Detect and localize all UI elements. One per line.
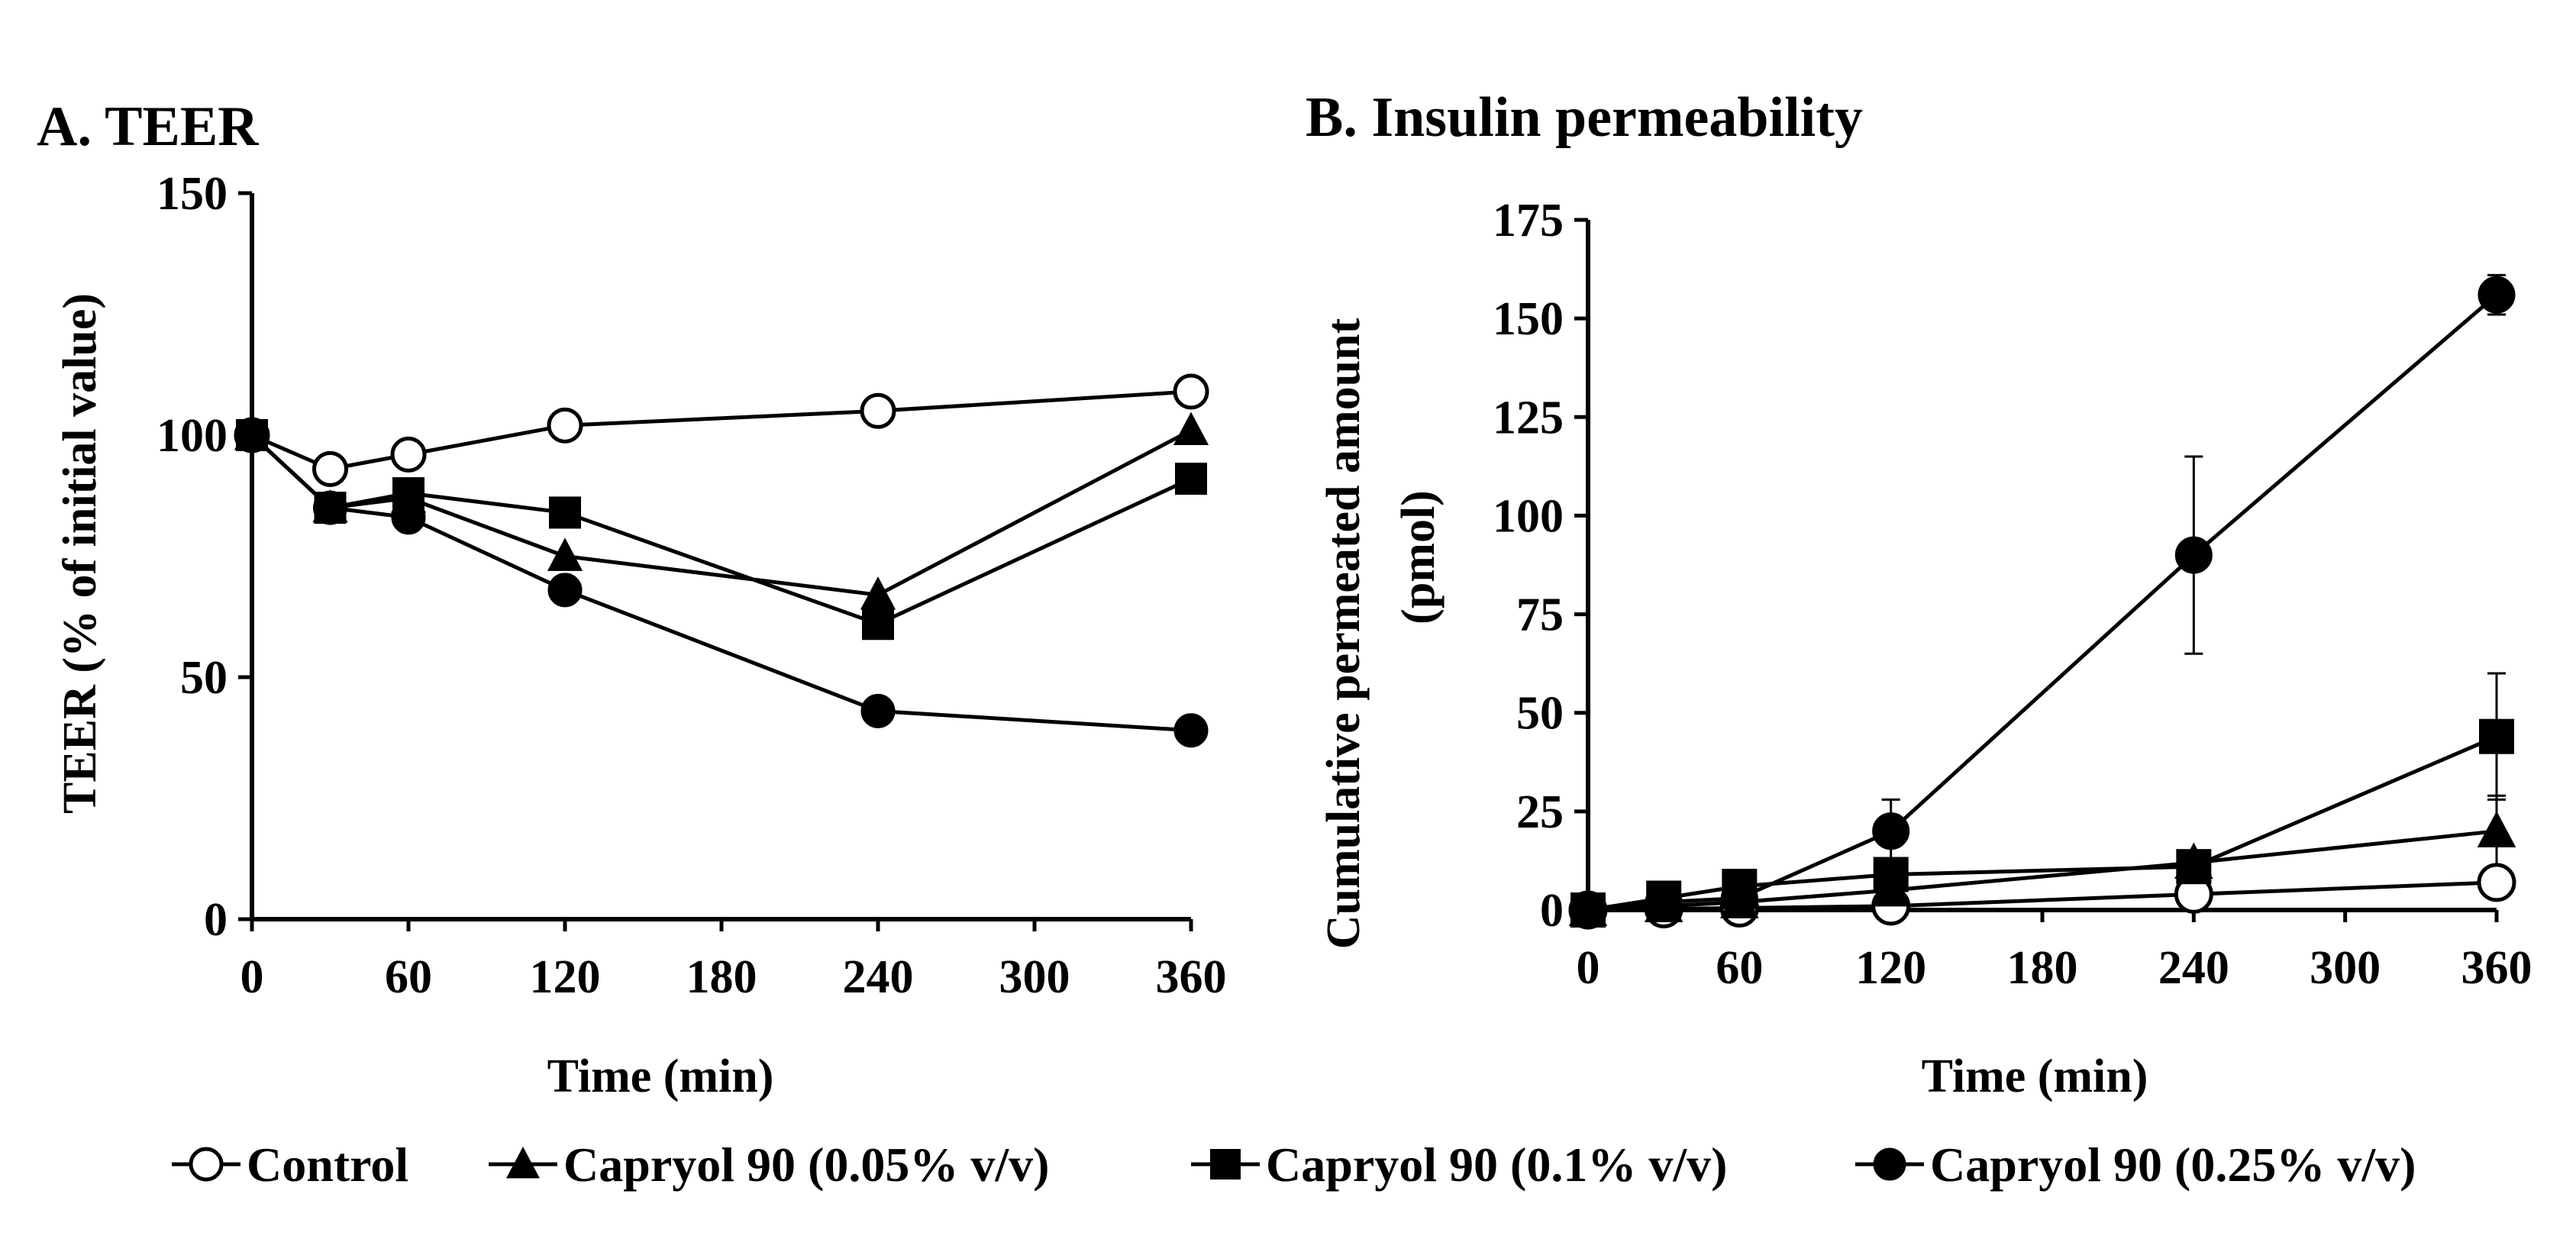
legend-item-capryol-90-0-05-v-v: Capryol 90 (0.05% v/v) xyxy=(489,1138,1049,1192)
panel-b-point-capryol-90-0-25-v-v xyxy=(1569,891,1607,929)
panel-b-ytick-label: 0 xyxy=(1540,885,1564,937)
panel-b-ytick-label: 100 xyxy=(1493,490,1564,542)
panel-a-point-capryol-90-0-25-v-v xyxy=(860,693,896,728)
panel-b-ytick-label: 175 xyxy=(1493,195,1564,247)
panel-b-line-capryol-90-0-25-v-v xyxy=(1587,293,2498,912)
panel-b-point-capryol-90-0-1-v-v xyxy=(1873,857,1909,892)
panel-b-ytick-label: 75 xyxy=(1516,589,1564,641)
panel-b-point-capryol-90-0-05-v-v xyxy=(2477,811,2516,847)
panel-b-ytick-label: 25 xyxy=(1516,786,1564,838)
panel-a-ylabel: TEER (% of initial value) xyxy=(54,293,106,814)
panel-b-point-capryol-90-0-1-v-v xyxy=(2479,718,2514,754)
panel-b-point-capryol-90-0-25-v-v xyxy=(1645,883,1683,921)
panel-b-xtick-label: 0 xyxy=(1577,942,1600,994)
panel-a-point-capryol-90-0-05-v-v xyxy=(547,537,583,571)
legend-marker xyxy=(1873,1147,1906,1181)
legend-item-capryol-90-0-1-v-v: Capryol 90 (0.1% v/v) xyxy=(1191,1138,1727,1192)
panel-b-point-capryol-90-0-25-v-v xyxy=(1720,879,1758,918)
panel-b-ytick-label: 50 xyxy=(1516,688,1564,740)
panel-a-xtick-label: 60 xyxy=(385,951,432,1003)
legend-marker xyxy=(189,1147,224,1182)
panel-b-ytick-label: 125 xyxy=(1493,392,1564,444)
panel-a-xtick-label: 0 xyxy=(240,951,264,1003)
panel-a-point-capryol-90-0-25-v-v xyxy=(313,490,347,525)
panel-b-xtick-label: 120 xyxy=(1855,942,1926,994)
panel-b-ylabel-line1: Cumulative permeated amount xyxy=(1318,318,1370,949)
panel-a-xtick-label: 240 xyxy=(843,951,914,1003)
legend-marker xyxy=(1210,1149,1241,1180)
panel-b-title: B. Insulin permeability xyxy=(1306,86,1863,149)
legend-label: Capryol 90 (0.05% v/v) xyxy=(563,1138,1049,1192)
panel-a-point-control xyxy=(312,450,348,487)
panel-b-point-capryol-90-0-1-v-v xyxy=(2176,849,2212,885)
panel-b-xtick-label: 60 xyxy=(1716,942,1763,994)
panel-a-point-capryol-90-0-25-v-v xyxy=(391,500,426,535)
panel-a-ytick-label: 150 xyxy=(157,168,228,220)
panel-a-xtick-label: 360 xyxy=(1156,951,1227,1003)
panel-b-point-capryol-90-0-25-v-v xyxy=(1872,812,1910,850)
panel-a-point-capryol-90-0-25-v-v xyxy=(234,418,270,453)
panel-a-xtick-label: 120 xyxy=(530,951,601,1003)
panel-a-point-capryol-90-0-1-v-v xyxy=(549,496,581,529)
panel-a-plot: 0 50 100 150 0 60 120 180 240 300 360 xyxy=(157,168,1227,1003)
panel-a-point-capryol-90-0-05-v-v xyxy=(1173,411,1209,445)
panel-a-title: A. TEER xyxy=(37,95,260,158)
panel-b-xtick-label: 300 xyxy=(2310,942,2381,994)
panel-b-xtick-label: 240 xyxy=(2158,942,2229,994)
panel-b-point-control xyxy=(2477,863,2516,902)
panel-a-point-capryol-90-0-05-v-v xyxy=(860,576,896,610)
panel-a-point-capryol-90-0-25-v-v xyxy=(1173,713,1209,748)
panel-a-point-capryol-90-0-25-v-v xyxy=(547,573,583,608)
panel-a-point-capryol-90-0-1-v-v xyxy=(862,608,894,641)
legend-label: Control xyxy=(247,1138,408,1192)
panel-a-point-control xyxy=(547,407,583,444)
panel-a-xlabel: Time (min) xyxy=(547,1050,774,1102)
panel-b-xlabel: Time (min) xyxy=(1922,1050,2148,1102)
panel-a-ytick-label: 50 xyxy=(180,652,228,704)
panel-a-ytick-label: 0 xyxy=(204,894,228,946)
panel-a-point-control xyxy=(860,392,896,429)
panel-a-point-capryol-90-0-1-v-v xyxy=(1175,463,1207,495)
legend-item-capryol-90-0-25-v-v: Capryol 90 (0.25% v/v) xyxy=(1855,1138,2416,1192)
panel-a-xtick-label: 300 xyxy=(999,951,1070,1003)
panel-a-point-control xyxy=(1173,373,1209,410)
panel-a-point-control xyxy=(390,436,427,473)
legend-item-control: Control xyxy=(172,1138,408,1192)
panel-a-xtick-label: 180 xyxy=(686,951,757,1003)
legend-label: Capryol 90 (0.1% v/v) xyxy=(1266,1138,1727,1192)
panel-b-point-capryol-90-0-25-v-v xyxy=(2174,536,2213,574)
panel-b-xtick-label: 360 xyxy=(2461,942,2532,994)
legend: Control Capryol 90 (0.05% v/v) Capryol 90 … xyxy=(172,1138,2416,1192)
panel-b-ylabel-line2: (pmol) xyxy=(1393,490,1445,624)
panel-b-point-capryol-90-0-25-v-v xyxy=(2478,276,2516,314)
legend-marker xyxy=(506,1147,540,1179)
panel-a-line-capryol-90-0-1-v-v xyxy=(250,434,1193,626)
panel-b-ytick-label: 150 xyxy=(1493,293,1564,345)
legend-label: Capryol 90 (0.25% v/v) xyxy=(1930,1138,2416,1192)
panel-b-plot: 0 25 50 75 100 125 150 175 0 60 120 180 240 300 360 xyxy=(1493,195,2532,994)
panel-b-xtick-label: 180 xyxy=(2007,942,2078,994)
panel-a-ytick-label: 100 xyxy=(157,410,228,462)
